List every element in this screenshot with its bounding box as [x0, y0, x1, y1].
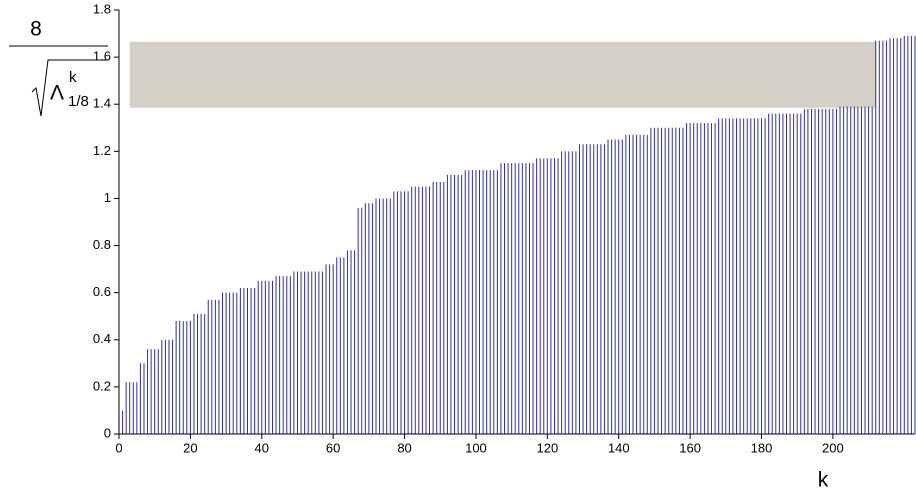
- y-tick-label: 0.4: [93, 331, 111, 346]
- y-tick-label: 0.6: [93, 284, 111, 299]
- x-axis-label: k: [818, 469, 829, 492]
- y-tick-label: 1.6: [93, 49, 111, 64]
- x-tick-label: 0: [115, 440, 122, 455]
- x-tick-label: 140: [608, 440, 630, 455]
- y-label-subscript: 1/8: [68, 93, 89, 110]
- x-tick-label: 120: [536, 440, 558, 455]
- x-tick-label: 200: [822, 440, 844, 455]
- sqrt-sign: [31, 59, 108, 117]
- x-tick-label: 60: [326, 440, 340, 455]
- y-tick-label: 1.4: [93, 96, 111, 111]
- y-tick-label: 0: [104, 425, 111, 440]
- y-label-superscript: k: [69, 69, 77, 86]
- x-tick-label: 20: [183, 440, 197, 455]
- x-tick-label: 40: [255, 440, 269, 455]
- y-label-numerator: 8: [30, 18, 42, 41]
- y-tick-label: 1.2: [93, 143, 111, 158]
- y-label-symbol: Λ: [50, 82, 64, 105]
- y-tick-label: 1: [104, 190, 111, 205]
- x-tick-label: 80: [397, 440, 411, 455]
- x-tick-label: 180: [751, 440, 773, 455]
- y-tick-label: 0.8: [93, 237, 111, 252]
- x-tick-label: 160: [679, 440, 701, 455]
- highlight-band: [129, 41, 876, 108]
- y-tick-label: 0.2: [93, 378, 111, 393]
- y-tick-label: 1.8: [93, 1, 111, 16]
- y-axis-label: 8 Λ k 1/8: [9, 18, 108, 117]
- x-tick-label: 100: [465, 440, 487, 455]
